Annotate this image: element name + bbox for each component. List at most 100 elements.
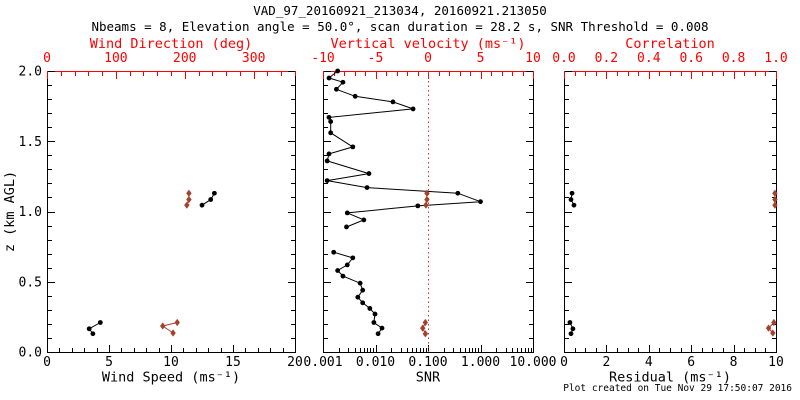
snr-profile-marker — [344, 224, 349, 230]
snr-bottom-tick-label: 0.001 — [303, 355, 342, 370]
snr-frame — [323, 71, 534, 353]
snr-profile-marker — [478, 199, 483, 205]
correlation-marker — [765, 324, 772, 332]
residual-panel: 0 2 4 6 8 10 Residual (ms⁻¹) 0.0 0.2 0.4 0.6 0.8 1.0… — [552, 36, 787, 386]
snr-profile-marker — [455, 190, 461, 196]
snr-profile-marker — [326, 75, 332, 81]
snr-profile-marker — [340, 273, 346, 279]
wind-bottom-tick-label: 20 — [287, 355, 303, 370]
snr-profile-marker — [352, 93, 358, 99]
z-axis-tick-label: 0.5 — [19, 275, 42, 290]
snr-profile-marker — [371, 320, 377, 325]
residual-top-tick-label: 0.6 — [679, 51, 702, 66]
z-axis-tick-label: 1.5 — [19, 135, 42, 150]
plot-created-timestamp: Plot created on Tue Nov 29 17:50:07 2016 — [563, 383, 792, 394]
wind-bottom-axis-title: Wind Speed (ms⁻¹) — [102, 370, 240, 386]
snr-profile-marker — [410, 106, 416, 112]
vertical-velocity-marker — [424, 195, 430, 204]
snr-profile-marker — [344, 210, 350, 216]
residual-top-tick-label: 0.4 — [637, 51, 661, 66]
wind-direction-line — [161, 322, 178, 334]
residual-bottom-tick-label: 10 — [768, 355, 784, 370]
snr-top-axis-title: Vertical velocity (ms⁻¹) — [330, 36, 525, 52]
residual-top-tick-label: 0.8 — [722, 51, 745, 66]
snr-profile-marker — [415, 203, 421, 209]
residual-marker — [570, 326, 576, 332]
wind-direction-marker — [160, 322, 166, 330]
wind-direction-marker — [184, 201, 190, 209]
snr-profile-marker — [364, 185, 370, 191]
wind-direction-marker — [174, 318, 180, 327]
wind-top-tick-label: 0 — [43, 51, 51, 66]
snr-bottom-axis: 0.001 0.010 0.100 1.000 10.000 SNR — [303, 345, 556, 386]
snr-top-tick-label: 5 — [477, 51, 485, 66]
snr-profile-marker — [328, 130, 334, 136]
snr-profile-marker — [375, 331, 381, 337]
z-axis-title: z (km AGL) — [2, 171, 18, 252]
wind-speed-marker — [97, 320, 103, 325]
correlation-marker — [771, 318, 777, 327]
snr-profile-marker — [324, 178, 330, 183]
residual-marker — [569, 190, 575, 196]
vertical-velocity-marker — [424, 189, 430, 197]
z-axis-tick-label: 2.0 — [19, 65, 42, 80]
snr-top-tick-label: -5 — [368, 51, 384, 66]
snr-profile-marker — [350, 255, 356, 261]
snr-profile-marker — [328, 119, 334, 124]
snr-top-tick-label: 10 — [525, 51, 541, 66]
z-axis-tick-label: 0.0 — [19, 346, 42, 361]
snr-profile-marker — [326, 114, 332, 120]
wind-frame — [47, 71, 296, 353]
plot-title: VAD_97_20160921_213034, 20160921.213050 — [253, 3, 547, 18]
correlation-marker — [770, 329, 776, 337]
wind-speed-marker — [86, 326, 92, 332]
snr-profile-marker — [372, 311, 378, 317]
wind-speed-marker — [212, 190, 217, 196]
z-axis-tick-label: 1.0 — [19, 205, 42, 220]
vertical-velocity-marker — [422, 318, 429, 327]
snr-bottom-axis-title: SNR — [416, 370, 441, 386]
residual-top-tick-label: 0.2 — [595, 51, 618, 66]
residual-top-axis: 0.0 0.2 0.4 0.6 0.8 1.0 Correlation — [552, 36, 788, 79]
vertical-velocity-marker — [422, 330, 429, 338]
residual-bottom-axis: 0 2 4 6 8 10 Residual (ms⁻¹) — [560, 345, 784, 386]
snr-bottom-tick-label: 10.000 — [510, 355, 557, 370]
snr-profile-marker — [326, 151, 332, 157]
residual-marker — [568, 331, 574, 337]
wind-speed-marker — [199, 202, 205, 208]
correlation-marker — [772, 201, 778, 209]
residual-top-tick-label: 0.0 — [552, 51, 575, 66]
snr-profile-marker — [334, 86, 339, 92]
snr-profile-marker — [335, 68, 341, 74]
wind-top-tick-label: 100 — [104, 51, 127, 66]
residual-y-ticks — [565, 71, 776, 353]
residual-frame — [564, 71, 777, 353]
snr-profile-marker — [335, 268, 341, 273]
snr-bottom-tick-label: 0.100 — [408, 355, 447, 370]
residual-marker — [571, 202, 577, 208]
snr-profile-marker — [360, 300, 366, 306]
snr-profile-marker — [331, 249, 337, 255]
residual-bottom-tick-label: 4 — [645, 355, 653, 370]
wind-bottom-tick-label: 10 — [163, 355, 179, 370]
snr-profile-marker — [355, 294, 361, 300]
residual-bottom-tick-label: 2 — [602, 355, 610, 370]
snr-profile-marker — [360, 287, 366, 293]
wind-speed-marker — [90, 331, 96, 337]
snr-profile-marker — [324, 158, 330, 164]
residual-bottom-tick-label: 0 — [560, 355, 568, 370]
wind-top-tick-label: 300 — [242, 51, 265, 66]
snr-profile-marker — [340, 79, 346, 85]
wind-speed-marker — [208, 197, 214, 202]
snr-panel: 0.001 0.010 0.100 1.000 10.000 SNR -10 -5 0 5 10Ve… — [303, 36, 556, 386]
correlation-marker — [772, 195, 778, 204]
wind-direction-marker — [186, 195, 192, 204]
residual-bottom-tick-label: 6 — [687, 355, 695, 370]
vertical-velocity-series — [420, 189, 430, 338]
residual-top-axis-title: Correlation — [625, 36, 714, 52]
residual-top-tick-label: 1.0 — [764, 51, 787, 66]
wind-direction-marker — [186, 189, 192, 197]
